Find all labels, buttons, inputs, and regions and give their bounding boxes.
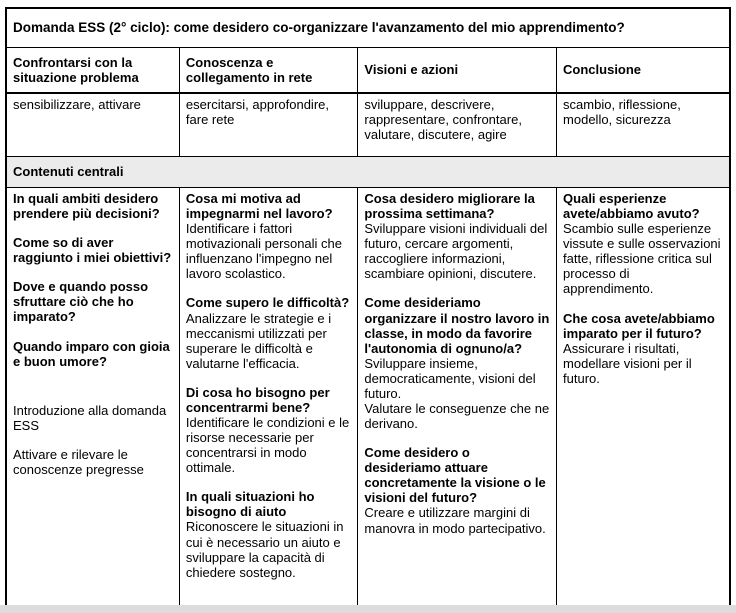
block-title: Come supero le difficoltà? xyxy=(185,295,350,311)
question: Dove e quando posso sfruttare ciò che ho… xyxy=(13,279,149,325)
question: In quali ambiti desidero prendere più de… xyxy=(13,191,160,222)
phase-keywords-conoscenza: esercitarsi, approfondire, fare rete xyxy=(178,92,359,157)
phase-header-conclusione: Conclusione xyxy=(556,47,731,94)
content-block: Come desidero o desideriamo attuare conc… xyxy=(364,445,550,535)
section-band-row: Contenuti centrali xyxy=(5,156,731,188)
block-title: In quali situazioni ho bisogno di aiuto xyxy=(185,489,315,520)
phase-keywords-visioni: sviluppare, descrivere, rappresentare, c… xyxy=(357,92,558,157)
content-block: In quali situazioni ho bisogno di aiuto … xyxy=(186,489,351,579)
content-block: Come supero le difficoltà? Analizzare le… xyxy=(186,295,351,370)
bottom-strip xyxy=(0,605,736,613)
phase-keywords-confrontarsi: sensibilizzare, attivare xyxy=(5,92,180,157)
block-title: Quali esperienze avete/abbiamo avuto? xyxy=(563,191,700,222)
block-title: Cosa mi motiva ad impegnarmi nel lavoro? xyxy=(185,191,333,222)
content-row: In quali ambiti desidero prendere più de… xyxy=(5,187,731,611)
phase-header-confrontarsi: Confrontarsi con la situazione problema xyxy=(5,47,180,94)
block-body: Identificare i fattori motivazionali per… xyxy=(185,221,343,282)
block-title: Di cosa ho bisogno per concentrarmi bene… xyxy=(185,384,330,415)
block-body: Identificare le condizioni e le risorse … xyxy=(185,415,350,476)
question: Come so di aver raggiunto i miei obietti… xyxy=(13,235,172,266)
phase-header-conoscenza: Conoscenza e collegamento in rete xyxy=(178,47,359,94)
content-block: Cosa mi motiva ad impegnarmi nel lavoro?… xyxy=(186,191,351,281)
notes-group: Introduzione alla domanda ESS Attivare e… xyxy=(13,403,173,477)
content-block: Come desideriamo organizzare il nostro l… xyxy=(364,295,550,431)
content-block: Che cosa avete/abbiamo imparato per il f… xyxy=(563,311,723,386)
ess-table: Domanda ESS (2° ciclo): come desidero co… xyxy=(5,7,731,611)
content-block: Cosa desidero migliorare la prossima set… xyxy=(364,191,550,281)
block-body: Riconoscere le situazioni in cui è neces… xyxy=(185,519,344,580)
note: Attivare e rilevare le conoscenze pregre… xyxy=(13,446,144,477)
phase-keywords-conclusione: scambio, riflessione, modello, sicurezza xyxy=(556,92,731,157)
note: Introduzione alla domanda ESS xyxy=(13,402,167,433)
question: Quando imparo con gioia e buon umore? xyxy=(13,338,170,369)
page-title: Domanda ESS (2° ciclo): come desidero co… xyxy=(5,7,731,48)
block-title: Come desidero o desideriamo attuare conc… xyxy=(364,445,546,506)
block-title: Che cosa avete/abbiamo imparato per il f… xyxy=(563,310,715,341)
content-block: Di cosa ho bisogno per concentrarmi bene… xyxy=(186,385,351,475)
content-column-confrontarsi: In quali ambiti desidero prendere più de… xyxy=(5,187,180,611)
content-column-conclusione: Quali esperienze avete/abbiamo avuto? Sc… xyxy=(556,187,731,611)
section-label: Contenuti centrali xyxy=(5,156,731,188)
block-body: Scambio sulle esperienze vissute e sulle… xyxy=(563,221,721,297)
block-body: Sviluppare insieme, democraticamente, vi… xyxy=(364,355,550,432)
phase-header-row: Confrontarsi con la situazione problema … xyxy=(5,47,731,94)
content-column-conoscenza: Cosa mi motiva ad impegnarmi nel lavoro?… xyxy=(178,187,359,611)
content-column-visioni: Cosa desidero migliorare la prossima set… xyxy=(357,187,558,611)
title-row: Domanda ESS (2° ciclo): come desidero co… xyxy=(5,7,731,48)
phase-header-visioni: Visioni e azioni xyxy=(357,47,558,94)
block-title: Come desideriamo organizzare il nostro l… xyxy=(364,295,550,356)
block-body: Sviluppare visioni individuali del futur… xyxy=(364,221,548,282)
phase-keywords-row: sensibilizzare, attivare esercitarsi, ap… xyxy=(5,92,731,157)
block-body: Analizzare le strategie e i meccanismi u… xyxy=(185,310,332,371)
content-block: Quali esperienze avete/abbiamo avuto? Sc… xyxy=(563,191,723,297)
block-title: Cosa desidero migliorare la prossima set… xyxy=(364,191,535,222)
block-body: Assicurare i risultati, modellare vision… xyxy=(563,340,692,386)
block-body: Creare e utilizzare margini di manovra i… xyxy=(364,505,546,536)
